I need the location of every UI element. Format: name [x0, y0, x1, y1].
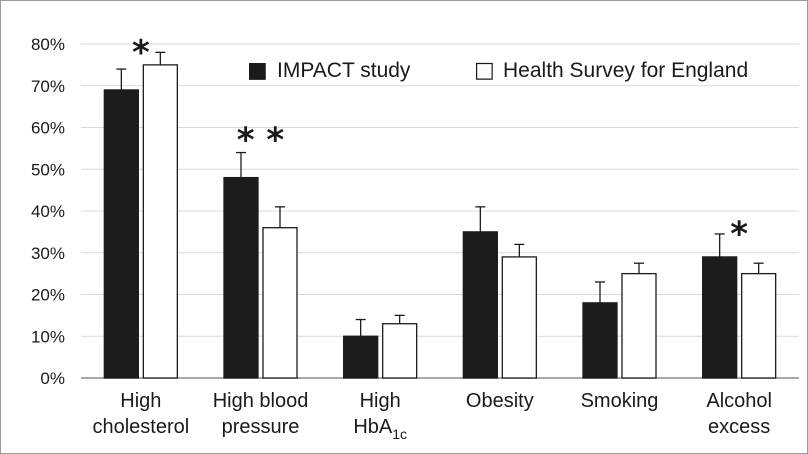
x-tick-label: High blood pressure: [213, 390, 309, 438]
gridlines: [81, 43, 799, 337]
bar-hse: [741, 272, 777, 379]
y-tick-label: 30%: [31, 244, 65, 263]
bar-impact: [223, 176, 259, 379]
bar-impact: [462, 231, 498, 379]
bar-impact: [582, 302, 618, 379]
bar-impact: [103, 89, 139, 379]
x-tick-label: High HbA1c: [353, 390, 407, 442]
error-bars: [116, 51, 764, 337]
y-tick-label: 0%: [40, 369, 65, 388]
x-tick-label: High cholesterol: [92, 390, 189, 438]
bar-impact: [343, 335, 379, 379]
y-tick-label: 10%: [31, 327, 65, 346]
x-tick-label: Smoking: [581, 390, 659, 412]
labels: 0% 10% 20% 30% 40% 50% 60% 70% 80% High cholestero…: [31, 33, 772, 442]
bars: [103, 64, 777, 379]
bar-impact: [702, 256, 738, 379]
y-tick-label: 40%: [31, 202, 65, 221]
legend-marker-hse: □: [474, 58, 495, 83]
x-tick-label: Alcohol excess: [706, 390, 772, 438]
x-tick-label: Obesity: [466, 390, 534, 412]
bar-hse: [142, 64, 178, 379]
significance-marker: *: [730, 215, 748, 255]
legend: ■ IMPACT study □ Health Survey for Engla…: [247, 58, 748, 83]
bar-hse: [262, 227, 298, 379]
bar-hse: [501, 256, 537, 379]
y-tick-label: 60%: [31, 119, 65, 138]
y-tick-label: 70%: [31, 77, 65, 96]
significance-marker: * *: [237, 121, 285, 161]
bar-hse: [382, 323, 418, 379]
bar-hse: [621, 272, 657, 379]
y-tick-label: 80%: [31, 35, 65, 54]
significance-marker: *: [132, 33, 150, 73]
y-tick-label: 50%: [31, 160, 65, 179]
legend-marker-impact: ■: [247, 58, 268, 83]
y-tick-label: 20%: [31, 286, 65, 305]
legend-label-hse: Health Survey for England: [503, 59, 748, 82]
legend-label-impact: IMPACT study: [277, 59, 411, 82]
